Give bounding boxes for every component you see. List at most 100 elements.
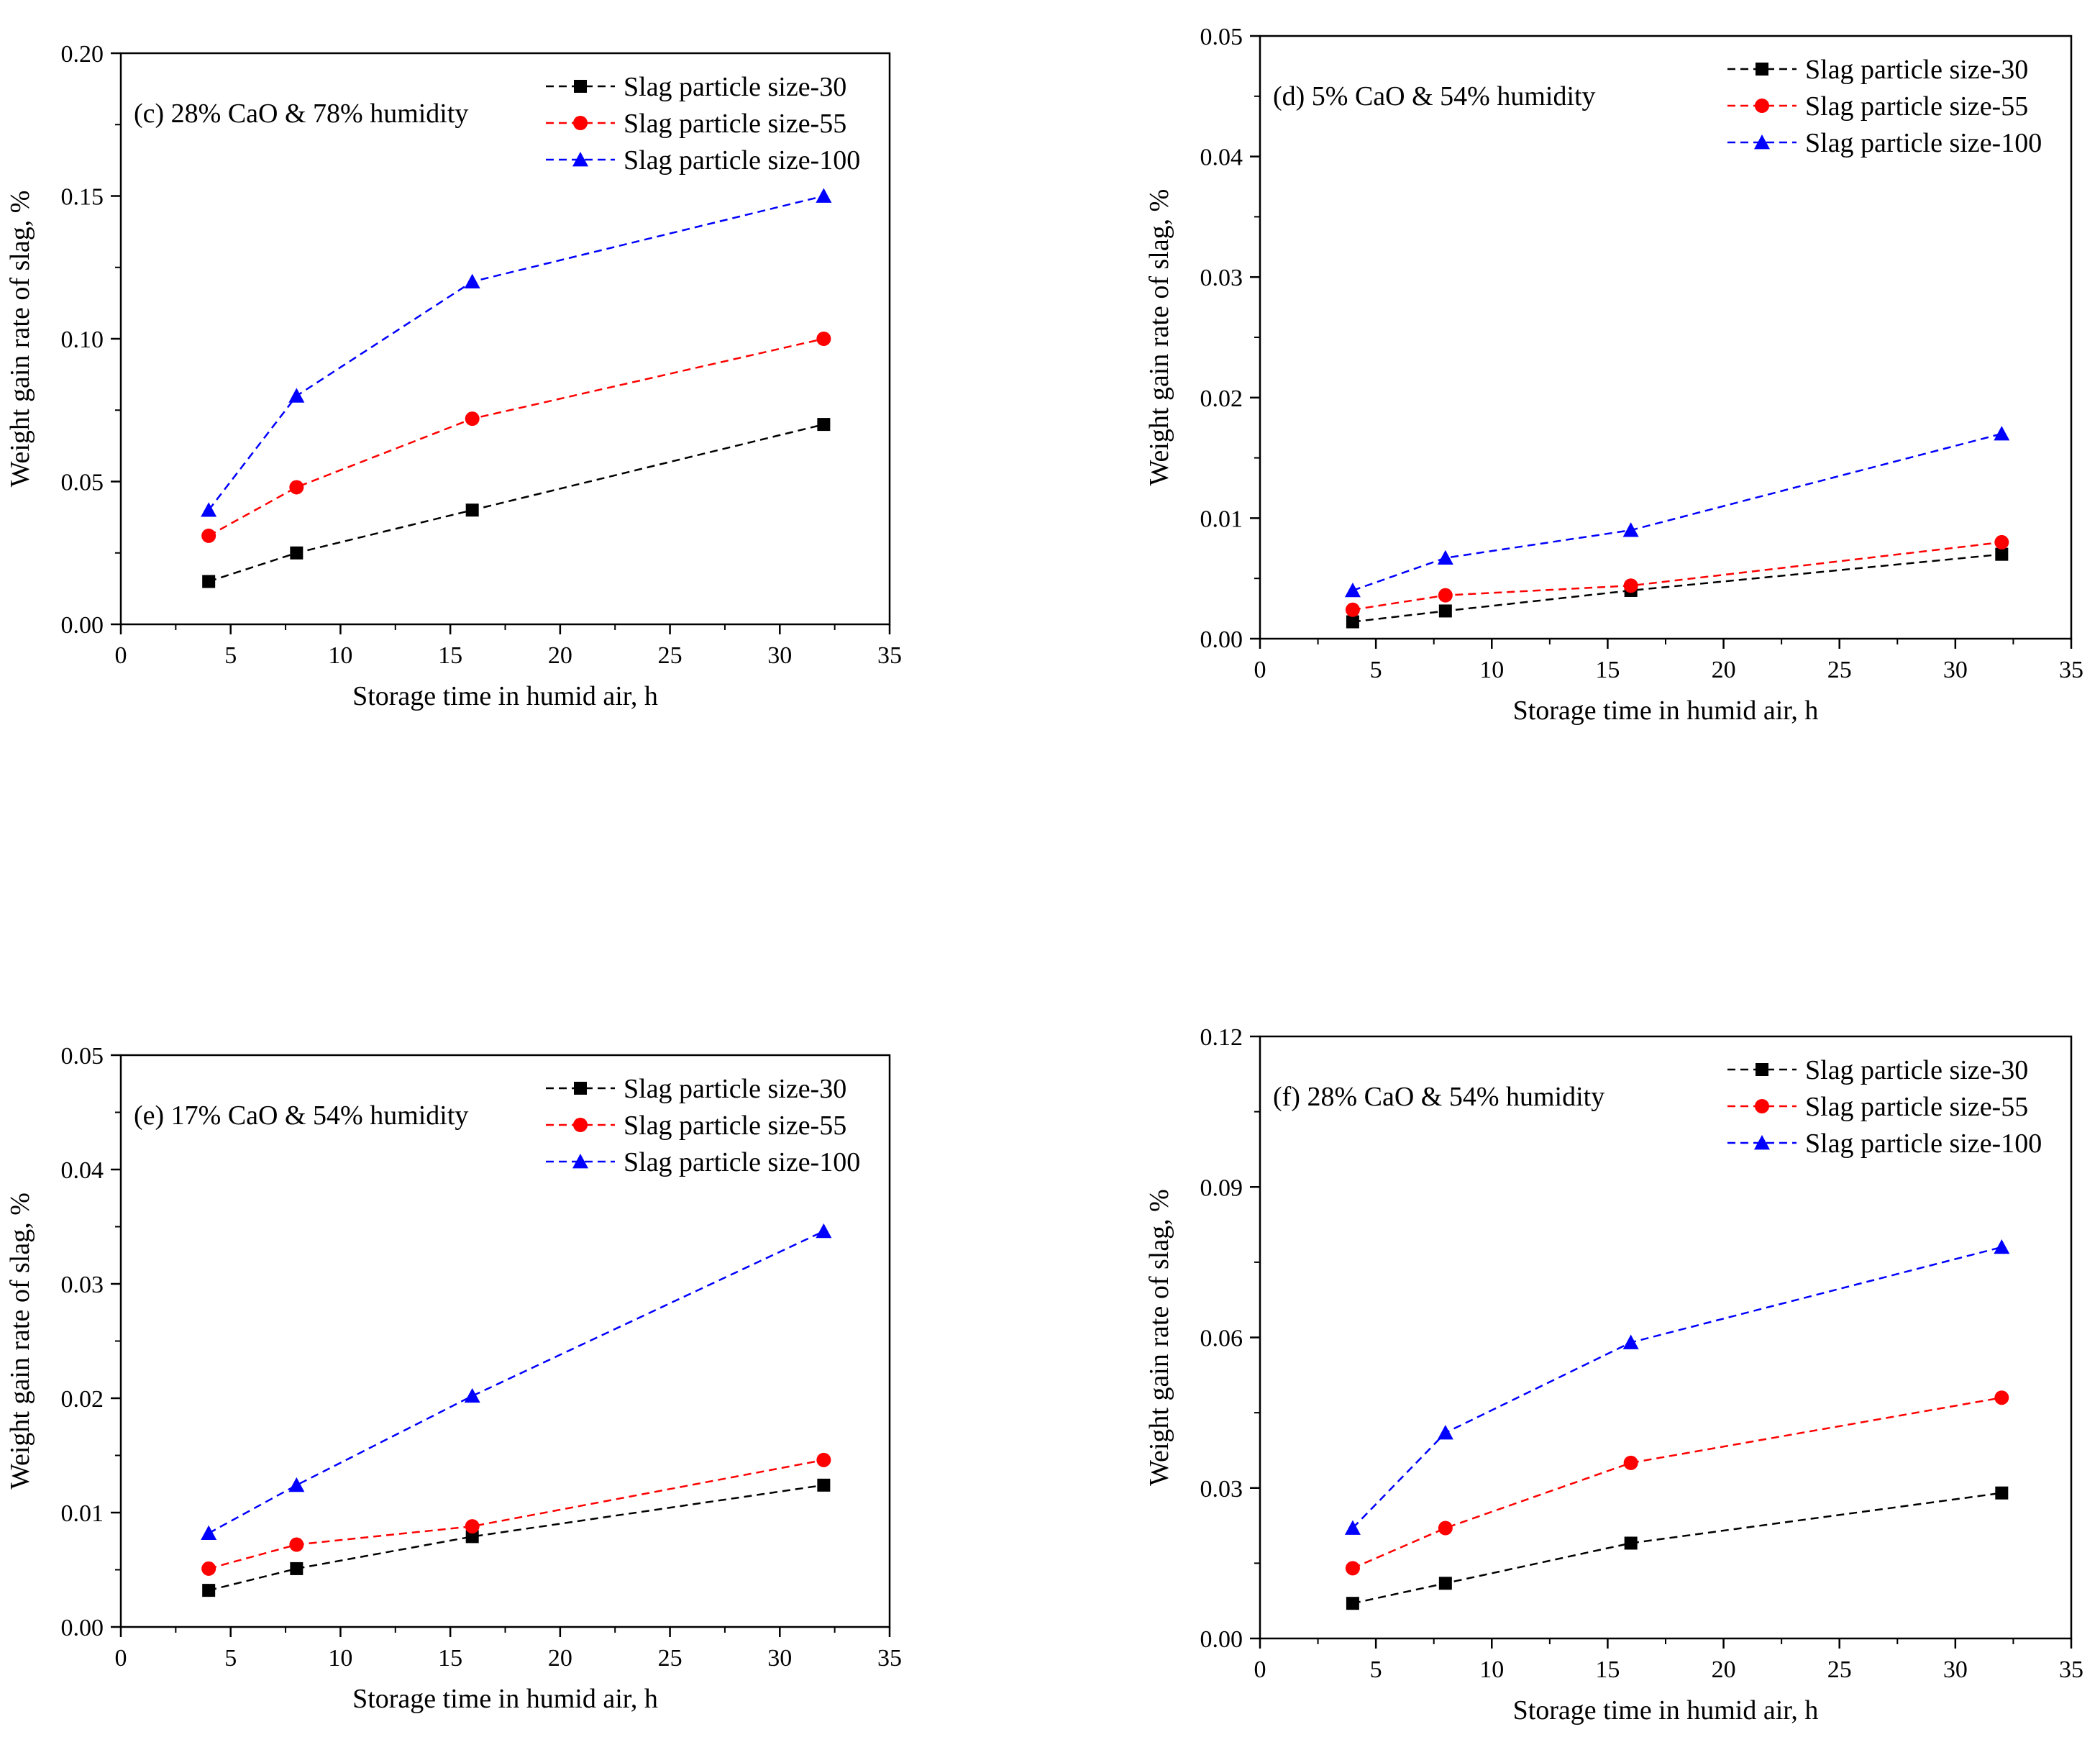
data-point (1344, 1520, 1361, 1535)
data-point (1438, 1521, 1453, 1536)
x-tick-label: 25 (1827, 657, 1852, 683)
legend-marker (1756, 1063, 1768, 1076)
data-point (1622, 1334, 1639, 1349)
x-tick-label: 10 (328, 642, 352, 669)
legend-entry: Slag particle size-100 (1805, 128, 2042, 158)
chart-panel-0: 0 5 10 15 20 25 30 35 0.00 0.05 0.10 0.15 0.20 Storag… (5, 41, 902, 711)
data-point (816, 188, 832, 203)
legend-marker (1755, 99, 1769, 113)
legend-entry: Slag particle size-100 (624, 145, 860, 175)
series-line-1 (1352, 541, 2002, 611)
data-point (465, 411, 480, 427)
series-line-0 (1352, 553, 2002, 623)
data-point (464, 1387, 480, 1403)
data-point (1994, 426, 2010, 441)
y-tick-label: 0.05 (61, 1043, 104, 1070)
y-tick-label: 0.02 (1200, 386, 1243, 412)
data-point (1623, 578, 1638, 593)
series-line-1 (1352, 1396, 2002, 1569)
legend-entry: Slag particle size-55 (624, 1111, 846, 1141)
y-tick-label: 0.03 (1200, 1476, 1243, 1503)
y-tick-label: 0.20 (61, 41, 104, 68)
x-tick-label: 25 (658, 1645, 682, 1672)
data-point (465, 1519, 480, 1534)
data-point (202, 575, 216, 588)
series-line-2 (208, 195, 824, 511)
y-axis-label: Weight gain rate of slag, % (1144, 1189, 1174, 1486)
y-tick-label: 0.04 (61, 1157, 104, 1184)
y-tick-label: 0.03 (61, 1272, 104, 1298)
data-point (201, 1525, 217, 1540)
y-axis-label: Weight gain rate of slag, % (5, 1193, 35, 1490)
data-point (816, 332, 831, 346)
data-point (1623, 1455, 1638, 1470)
data-point (1346, 1597, 1359, 1610)
x-tick-label: 15 (438, 1645, 462, 1672)
x-tick-label: 25 (1827, 1656, 1852, 1683)
plot-frame (119, 52, 891, 626)
x-tick-label: 35 (877, 642, 902, 669)
x-tick-label: 30 (767, 1645, 792, 1672)
y-tick-label: 0.01 (1200, 506, 1243, 532)
panel-title: (e) 17% CaO & 54% humidity (134, 1100, 468, 1131)
series-line-0 (208, 1484, 824, 1592)
data-point (1345, 602, 1360, 617)
data-point (288, 1477, 305, 1492)
x-tick-label: 35 (2059, 1656, 2083, 1683)
x-tick-label: 0 (1254, 1656, 1266, 1683)
y-tick-label: 0.00 (1200, 626, 1243, 653)
legend-entry: Slag particle size-30 (624, 72, 846, 102)
y-tick-label: 0.00 (1200, 1626, 1243, 1653)
x-tick-label: 35 (2059, 657, 2083, 683)
x-tick-label: 30 (1943, 1656, 1968, 1683)
panel-title: (c) 28% CaO & 78% humidity (134, 99, 468, 129)
data-point (201, 1561, 216, 1576)
legend-marker (1754, 135, 1770, 150)
y-tick-label: 0.04 (1200, 145, 1243, 171)
x-tick-label: 20 (1712, 1656, 1736, 1683)
legend-marker (1756, 63, 1768, 76)
x-tick-label: 10 (328, 1645, 352, 1672)
legend-entry: Slag particle size-30 (1805, 55, 2028, 85)
data-point (1994, 1390, 2009, 1405)
data-point (1995, 547, 2009, 561)
x-tick-label: 30 (767, 642, 792, 669)
x-axis-label: Storage time in humid air, h (352, 681, 658, 711)
x-tick-label: 10 (1479, 657, 1504, 683)
x-tick-label: 5 (224, 642, 237, 669)
y-axis-label: Weight gain rate of slag, % (1144, 189, 1174, 486)
legend-marker (1755, 1099, 1769, 1113)
series-line-1 (208, 337, 824, 537)
x-tick-label: 35 (877, 1645, 902, 1672)
y-tick-label: 0.02 (61, 1386, 104, 1413)
x-tick-label: 20 (1712, 657, 1736, 683)
y-tick-label: 0.00 (61, 612, 104, 639)
legend-entry: Slag particle size-55 (1805, 1092, 2028, 1122)
y-tick-label: 0.05 (61, 470, 104, 496)
plot-frame (119, 1054, 891, 1628)
x-tick-label: 25 (658, 642, 682, 669)
x-tick-label: 15 (1595, 657, 1620, 683)
x-tick-label: 20 (548, 642, 572, 669)
x-tick-label: 5 (1370, 657, 1382, 683)
series-line-2 (1352, 432, 2002, 592)
x-tick-label: 5 (224, 1645, 237, 1672)
panel-title: (f) 28% CaO & 54% humidity (1273, 1082, 1604, 1112)
legend-marker (572, 1154, 588, 1169)
series-line-0 (208, 423, 824, 583)
y-tick-label: 0.06 (1200, 1326, 1243, 1352)
data-point (201, 528, 216, 543)
x-tick-label: 15 (438, 642, 462, 669)
data-point (1622, 522, 1639, 537)
data-point (1438, 604, 1452, 618)
series-line-0 (1352, 1492, 2002, 1605)
panel-title: (d) 5% CaO & 54% humidity (1273, 81, 1596, 111)
data-point (1346, 615, 1359, 629)
data-point (817, 1478, 831, 1492)
series-line-2 (208, 1230, 824, 1534)
x-tick-label: 20 (548, 1645, 572, 1672)
y-tick-label: 0.00 (61, 1615, 104, 1641)
data-point (465, 1530, 479, 1544)
data-point (465, 503, 479, 517)
